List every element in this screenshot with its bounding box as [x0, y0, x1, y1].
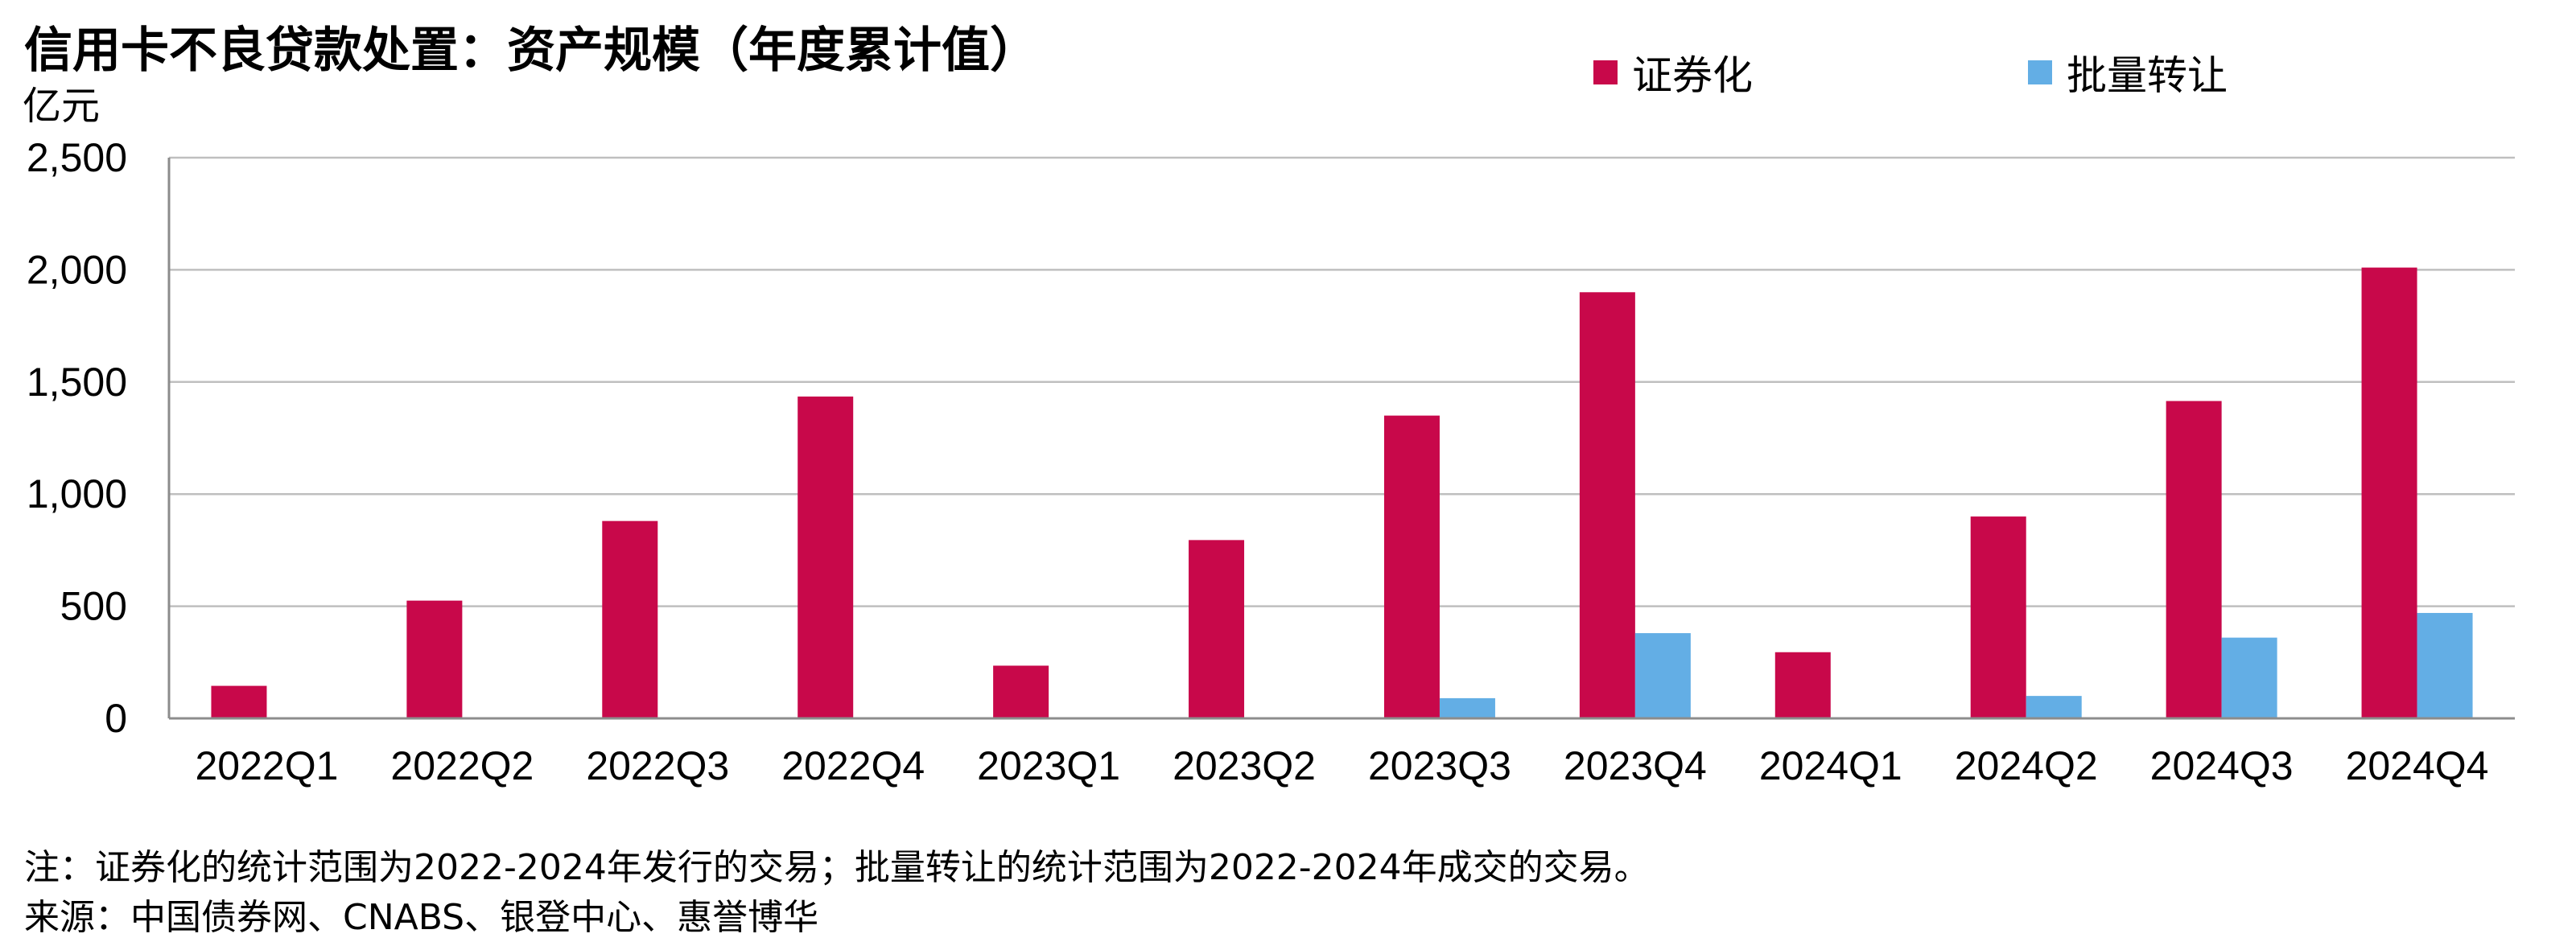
y-tick-label: 2,500 [27, 135, 127, 180]
bar-securitization [1774, 652, 1831, 718]
chart-title: 信用卡不良贷款处置：资产规模（年度累计值） [24, 23, 1038, 79]
x-tick-label: 2023Q4 [1564, 743, 1707, 788]
y-tick-label: 500 [60, 584, 127, 629]
legend-label-securitization: 证券化 [1632, 52, 1753, 99]
source-note: 来源：中国债券网、CNABS、银登中心、惠誉博华 [24, 897, 819, 938]
bar-securitization [1189, 540, 1245, 718]
x-tick-label: 2022Q4 [781, 743, 925, 788]
x-tick-label: 2022Q1 [195, 743, 338, 788]
x-tick-label: 2023Q3 [1368, 743, 1511, 788]
y-tick-label: 0 [105, 696, 127, 741]
y-tick-label: 1,000 [27, 471, 127, 516]
bar-securitization [602, 520, 658, 718]
x-tick-label: 2022Q2 [390, 743, 534, 788]
y-axis-unit: 亿元 [23, 84, 101, 129]
bar-securitization [2166, 401, 2222, 718]
x-tick-label: 2022Q3 [586, 743, 729, 788]
x-tick-label: 2023Q1 [977, 743, 1120, 788]
bar-securitization [798, 396, 854, 718]
bar-securitization [406, 600, 463, 718]
x-axis-tick-labels: 2022Q1 2022Q2 2022Q3 2022Q4 2023Q1 2023Q2 2023… [195, 743, 2488, 788]
x-tick-label: 2024Q4 [2346, 743, 2489, 788]
x-tick-label: 2024Q1 [1759, 743, 1902, 788]
legend-item-securitization: 证券化 [1593, 43, 1753, 101]
bar-securitization [993, 665, 1049, 718]
y-axis-tick-labels: 0 500 1,000 1,500 2,000 2,500 [27, 135, 127, 741]
bar-bulk-transfer [2221, 637, 2277, 718]
legend-swatch-bulk-transfer [2028, 60, 2052, 84]
bar-bulk-transfer [2026, 696, 2082, 718]
bar-bulk-transfer [2417, 612, 2473, 718]
x-tick-label: 2024Q3 [2150, 743, 2294, 788]
footnote: 注：证券化的统计范围为2022-2024年发行的交易；批量转让的统计范围为202… [24, 847, 1650, 888]
bar-securitization [2361, 267, 2417, 718]
bar-bulk-transfer [1634, 633, 1691, 718]
y-tick-label: 1,500 [27, 360, 127, 405]
x-tick-label: 2023Q2 [1173, 743, 1316, 788]
x-tick-label: 2024Q2 [1955, 743, 2098, 788]
bar-bulk-transfer [1439, 697, 1495, 718]
bar-securitization [1970, 516, 2026, 718]
bar-securitization [211, 685, 267, 718]
grid-lines [169, 156, 2515, 607]
bars [211, 267, 2473, 718]
bar-securitization [1383, 415, 1440, 718]
legend-label-bulk-transfer: 批量转让 [2067, 52, 2228, 99]
legend-swatch-securitization [1593, 60, 1618, 84]
y-tick-label: 2,000 [27, 247, 127, 292]
bar-securitization [1579, 292, 1635, 718]
legend-item-bulk-transfer: 批量转让 [2028, 43, 2228, 101]
